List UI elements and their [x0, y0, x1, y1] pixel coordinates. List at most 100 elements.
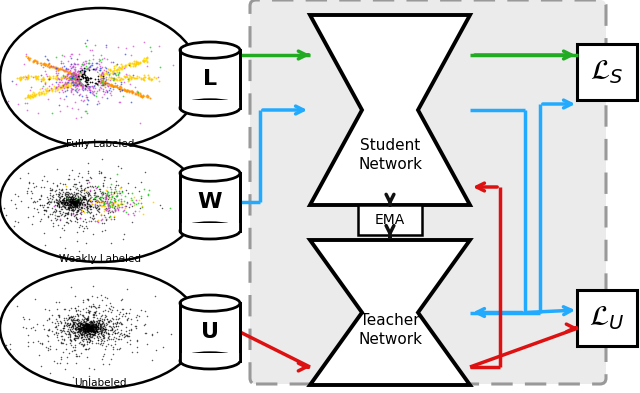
Point: [111, 313, 121, 320]
Point: [77, 74, 87, 80]
Point: [92, 207, 102, 213]
Point: [93, 206, 103, 212]
Point: [77, 76, 88, 82]
Point: [84, 60, 94, 66]
Point: [63, 191, 73, 198]
Point: [129, 84, 140, 90]
Point: [90, 325, 100, 331]
Point: [64, 331, 74, 337]
Point: [20, 73, 30, 79]
Point: [72, 199, 83, 206]
Point: [56, 187, 66, 193]
Point: [45, 198, 56, 204]
Point: [64, 205, 74, 211]
Point: [68, 321, 79, 327]
Point: [102, 192, 112, 198]
Point: [72, 199, 82, 205]
Point: [61, 68, 71, 74]
Text: EMA: EMA: [375, 213, 405, 227]
Point: [84, 332, 95, 339]
Point: [64, 69, 74, 75]
Point: [55, 65, 65, 72]
Point: [62, 84, 72, 91]
Point: [120, 203, 130, 209]
Point: [131, 323, 141, 329]
Point: [91, 325, 101, 331]
Point: [90, 202, 100, 208]
Point: [108, 351, 118, 357]
Point: [47, 185, 57, 192]
Point: [84, 324, 94, 331]
Point: [76, 325, 86, 332]
Point: [81, 321, 91, 327]
Point: [72, 74, 82, 81]
Point: [15, 77, 25, 83]
Point: [83, 325, 93, 331]
Point: [83, 346, 93, 353]
Point: [81, 66, 92, 72]
Point: [103, 196, 113, 202]
Point: [98, 327, 108, 333]
Point: [72, 198, 83, 204]
Point: [115, 75, 125, 81]
Point: [84, 191, 94, 197]
Point: [75, 222, 85, 228]
Point: [54, 209, 65, 216]
Point: [97, 335, 108, 342]
Point: [71, 74, 81, 80]
Point: [122, 180, 132, 187]
Point: [143, 94, 153, 100]
Point: [91, 321, 101, 327]
Point: [141, 59, 152, 66]
Point: [44, 327, 54, 333]
Point: [74, 327, 84, 334]
Point: [88, 79, 99, 86]
Point: [93, 304, 104, 310]
Point: [81, 76, 92, 83]
Point: [91, 324, 101, 331]
Point: [66, 305, 76, 312]
Point: [70, 79, 80, 85]
FancyBboxPatch shape: [250, 0, 606, 384]
Point: [119, 87, 129, 93]
Point: [93, 320, 104, 326]
Point: [116, 204, 127, 210]
Point: [112, 84, 122, 90]
Point: [136, 178, 146, 185]
Point: [84, 174, 95, 180]
Point: [76, 73, 86, 79]
Point: [113, 71, 123, 77]
Point: [88, 80, 98, 86]
Point: [82, 325, 92, 331]
Point: [83, 87, 93, 94]
Point: [70, 70, 80, 77]
Point: [66, 55, 76, 61]
Point: [67, 50, 77, 57]
Point: [68, 196, 79, 202]
Point: [77, 323, 88, 330]
Point: [107, 202, 117, 209]
Point: [75, 195, 85, 202]
Point: [74, 325, 84, 331]
Point: [81, 332, 92, 338]
Point: [83, 336, 93, 342]
Point: [136, 94, 147, 100]
Point: [68, 323, 78, 330]
Point: [47, 86, 57, 92]
Point: [78, 74, 88, 81]
Point: [84, 324, 95, 330]
Point: [76, 331, 86, 337]
Point: [85, 198, 95, 205]
Point: [84, 326, 95, 332]
Point: [77, 74, 87, 81]
Point: [113, 73, 123, 80]
Point: [45, 86, 56, 92]
Point: [108, 325, 118, 332]
Point: [93, 320, 103, 326]
Point: [76, 326, 86, 332]
Point: [69, 180, 79, 187]
Point: [76, 209, 86, 215]
Point: [73, 86, 83, 93]
Point: [92, 74, 102, 81]
Point: [88, 212, 99, 219]
